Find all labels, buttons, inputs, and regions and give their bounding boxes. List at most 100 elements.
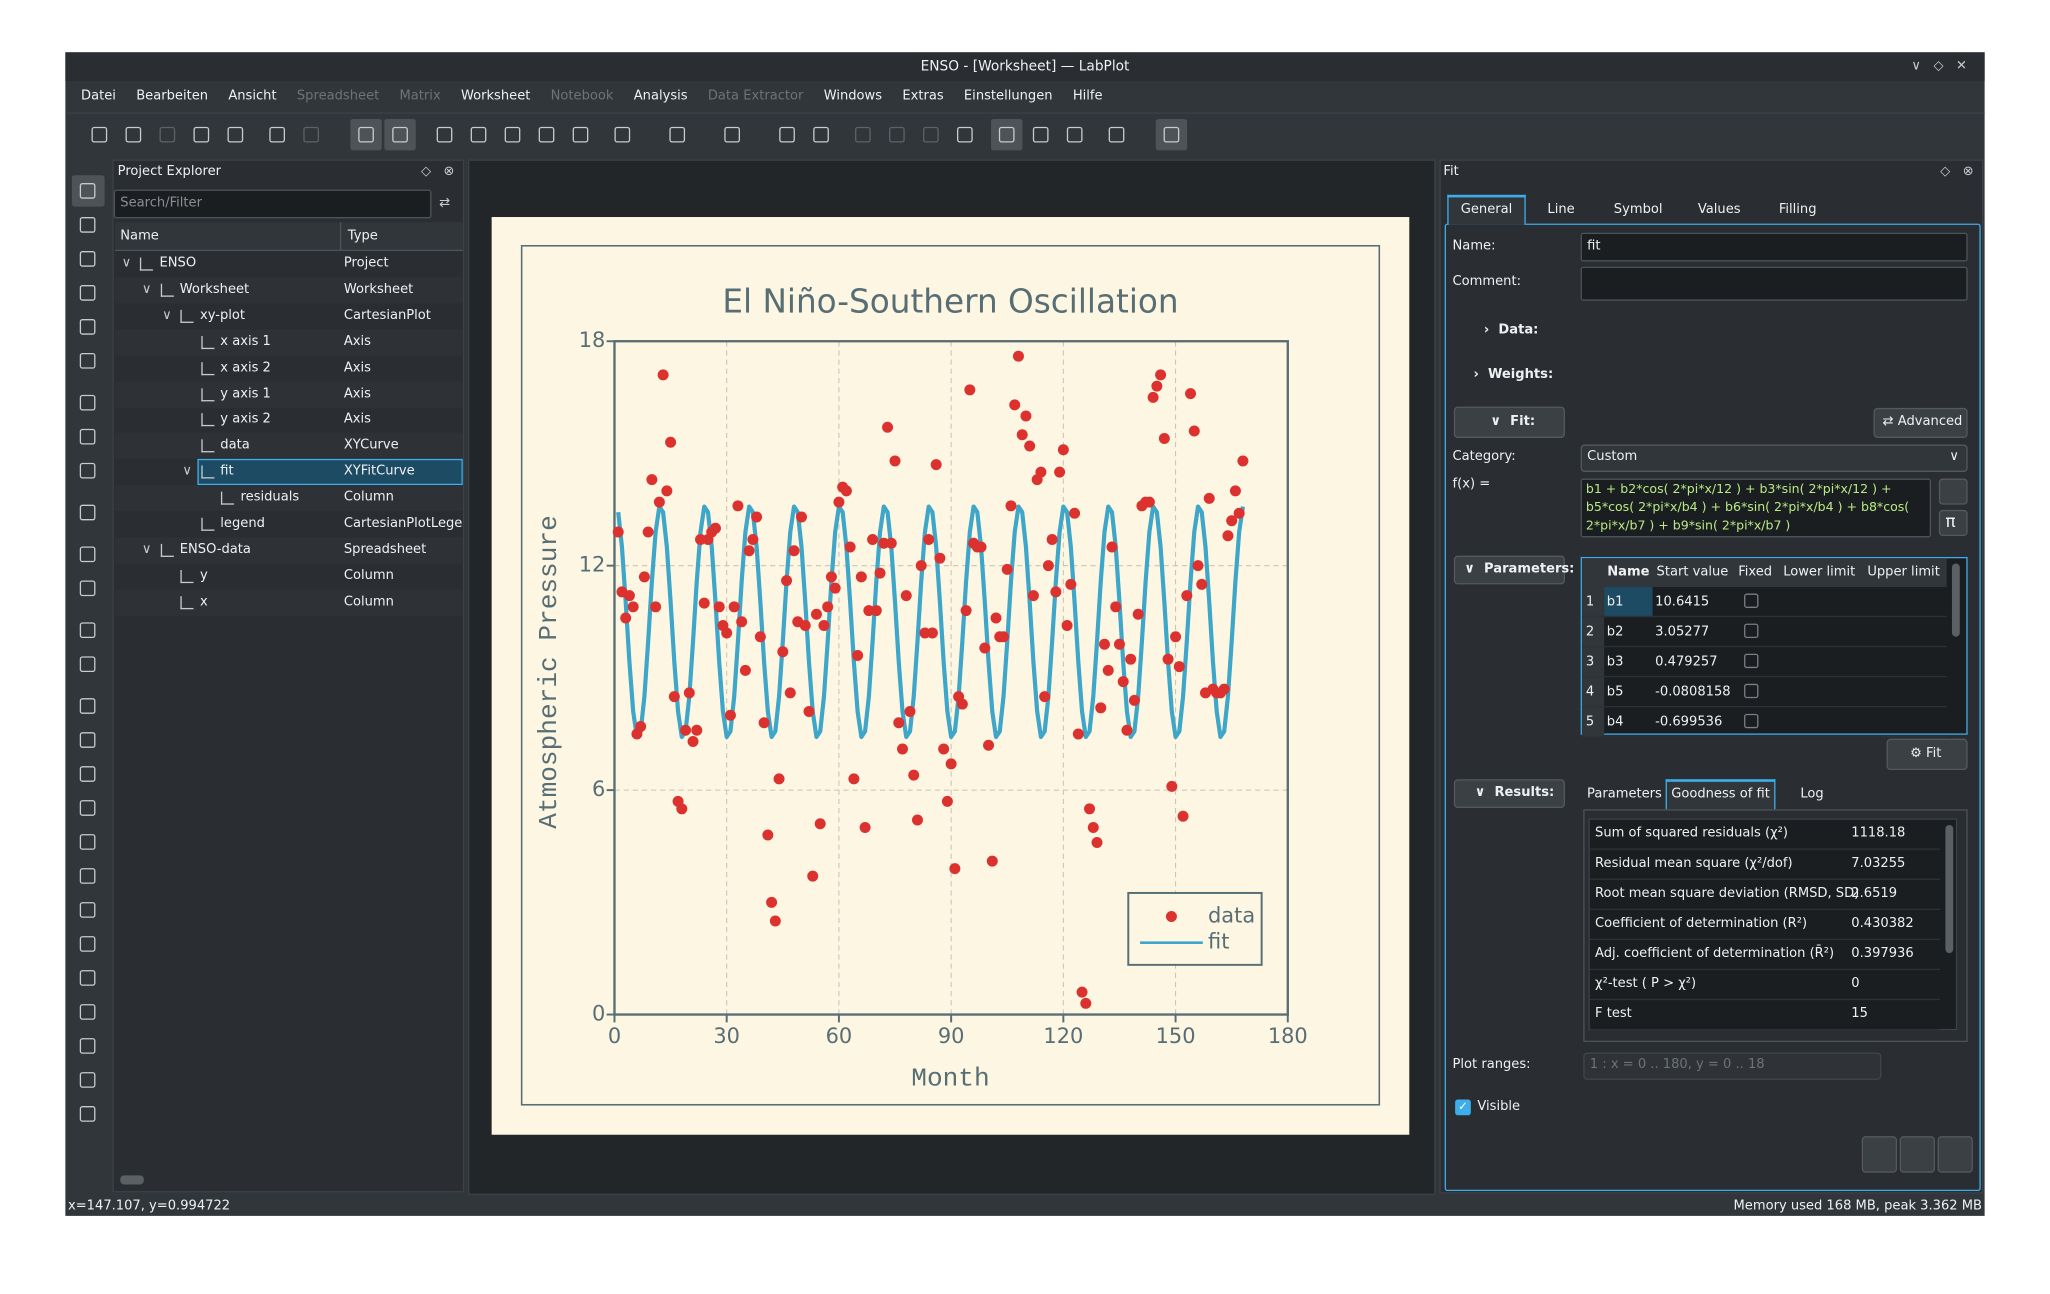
tree-name[interactable]: y axis 2 xyxy=(220,412,271,427)
menu-item[interactable]: Datei xyxy=(81,88,116,104)
menu-item[interactable]: Hilfe xyxy=(1072,88,1103,104)
fixed-checkbox[interactable] xyxy=(1744,713,1759,729)
expand-arrow[interactable]: ∨ xyxy=(182,464,192,479)
toolbar-icon[interactable] xyxy=(998,126,1015,143)
constants-button[interactable] xyxy=(1938,509,1968,537)
tool-icon[interactable] xyxy=(79,319,96,335)
tool-icon[interactable] xyxy=(79,504,96,521)
tool-icon[interactable] xyxy=(79,868,96,884)
tool-icon[interactable] xyxy=(79,732,96,748)
toolbar-icon[interactable] xyxy=(614,126,631,143)
tree-name[interactable]: x xyxy=(200,594,208,609)
start-value[interactable]: 10.6415 xyxy=(1655,594,1710,610)
tool-icon[interactable] xyxy=(79,834,96,850)
window-controls[interactable]: ∨ ◇ ✕ xyxy=(1911,58,1967,74)
tool-icon[interactable] xyxy=(79,936,96,952)
tree-name[interactable]: ENSO xyxy=(159,256,197,271)
start-value[interactable]: 3.05277 xyxy=(1655,624,1710,640)
toolbar-icon[interactable] xyxy=(779,126,795,143)
tool-icon[interactable] xyxy=(79,800,96,816)
tool-icon[interactable] xyxy=(79,285,96,301)
toolbar-icon[interactable] xyxy=(669,126,686,143)
tree-name[interactable]: ENSO-data xyxy=(179,542,251,557)
fixed-checkbox[interactable] xyxy=(1744,683,1759,699)
tool-icon[interactable] xyxy=(79,766,96,782)
toolbar-icon[interactable] xyxy=(724,126,740,143)
tool-icon[interactable] xyxy=(79,1072,96,1088)
formula-field[interactable] xyxy=(1580,478,1932,538)
tree-name[interactable]: residuals xyxy=(240,490,300,505)
menu-item[interactable]: Analysis xyxy=(633,88,688,104)
tree-name[interactable]: y xyxy=(200,568,208,583)
visible-checkbox[interactable]: ✓ xyxy=(1455,1099,1471,1116)
toolbar-button-bg[interactable] xyxy=(991,118,1023,151)
toolbar-button-bg[interactable] xyxy=(384,118,416,151)
toolbar-icon[interactable] xyxy=(889,126,905,143)
tool-icon[interactable] xyxy=(79,1038,96,1054)
toolbar-icon[interactable] xyxy=(392,126,408,143)
tab[interactable] xyxy=(1447,194,1526,225)
font-button[interactable] xyxy=(1938,478,1968,505)
toolbar-icon[interactable] xyxy=(227,126,244,143)
menu-item[interactable]: Bearbeiten xyxy=(136,88,209,104)
toolbar-icon[interactable] xyxy=(470,126,487,143)
toolbar-icon[interactable] xyxy=(269,126,286,143)
toolbar-button-bg[interactable] xyxy=(1155,118,1188,151)
fixed-checkbox[interactable] xyxy=(1744,653,1759,669)
toolbar-button-bg[interactable] xyxy=(350,118,382,151)
tool-icon[interactable] xyxy=(79,1106,96,1122)
parameters-section-button[interactable] xyxy=(1453,555,1565,585)
tree-name[interactable]: x axis 1 xyxy=(220,334,271,349)
tool-icon[interactable] xyxy=(79,698,96,714)
toolbar-icon[interactable] xyxy=(125,126,142,143)
category-combo[interactable] xyxy=(1580,444,1968,472)
save-as-button[interactable] xyxy=(1937,1136,1973,1173)
tool-icon[interactable] xyxy=(79,352,96,369)
toolbar-icon[interactable] xyxy=(91,126,108,143)
toolbar-icon[interactable] xyxy=(538,126,555,143)
tool-icon[interactable] xyxy=(79,656,96,673)
toolbar-icon[interactable] xyxy=(1066,126,1083,143)
fit-section-button[interactable] xyxy=(1453,406,1565,438)
tree-name[interactable]: fit xyxy=(220,464,234,479)
tool-icon[interactable] xyxy=(79,970,96,986)
toolbar-icon[interactable] xyxy=(159,126,176,143)
name-field[interactable] xyxy=(1580,232,1968,262)
results-section-button[interactable] xyxy=(1453,779,1565,808)
menu-item[interactable]: Einstellungen xyxy=(963,88,1053,104)
tab[interactable] xyxy=(1665,779,1776,810)
tool-icon[interactable] xyxy=(79,580,96,597)
fit-button[interactable] xyxy=(1886,738,1968,771)
menu-item[interactable]: Notebook xyxy=(550,88,614,104)
menu-item[interactable]: Worksheet xyxy=(460,88,531,104)
advanced-button[interactable] xyxy=(1873,407,1968,438)
menu-item[interactable]: Ansicht xyxy=(228,88,277,104)
panel-controls[interactable]: ◇ ⊗ xyxy=(420,164,455,180)
tree-name[interactable]: y axis 1 xyxy=(220,386,271,401)
tool-icon[interactable] xyxy=(79,1004,96,1020)
toolbar-icon[interactable] xyxy=(1108,126,1125,143)
toolbar-icon[interactable] xyxy=(436,126,453,143)
tree-name[interactable]: legend xyxy=(220,516,265,531)
toolbar-icon[interactable] xyxy=(1163,126,1180,143)
toolbar-icon[interactable] xyxy=(504,126,521,143)
save-button[interactable] xyxy=(1899,1136,1935,1173)
fixed-checkbox[interactable] xyxy=(1744,593,1759,608)
tree-name[interactable]: data xyxy=(220,438,250,453)
toolbar-icon[interactable] xyxy=(572,126,589,143)
menu-item[interactable]: Windows xyxy=(823,88,883,104)
menu-item[interactable]: Extras xyxy=(902,88,944,104)
tree-name[interactable]: x axis 2 xyxy=(220,360,271,375)
dock-controls[interactable]: ◇ ⊗ xyxy=(1940,164,1974,180)
start-value[interactable]: 0.479257 xyxy=(1655,655,1718,670)
toolbar-icon[interactable] xyxy=(358,126,374,143)
toolbar-icon[interactable] xyxy=(923,126,939,143)
expand-arrow[interactable]: ∨ xyxy=(162,308,172,323)
menu-item[interactable]: Matrix xyxy=(399,88,441,104)
expand-arrow[interactable]: ∨ xyxy=(121,256,132,271)
tool-icon[interactable] xyxy=(79,394,96,411)
toolbar-icon[interactable] xyxy=(193,126,210,143)
start-value[interactable]: -0.0808158 xyxy=(1655,685,1731,700)
search-field[interactable] xyxy=(113,189,432,219)
plot-range-combo[interactable] xyxy=(1583,1052,1882,1080)
